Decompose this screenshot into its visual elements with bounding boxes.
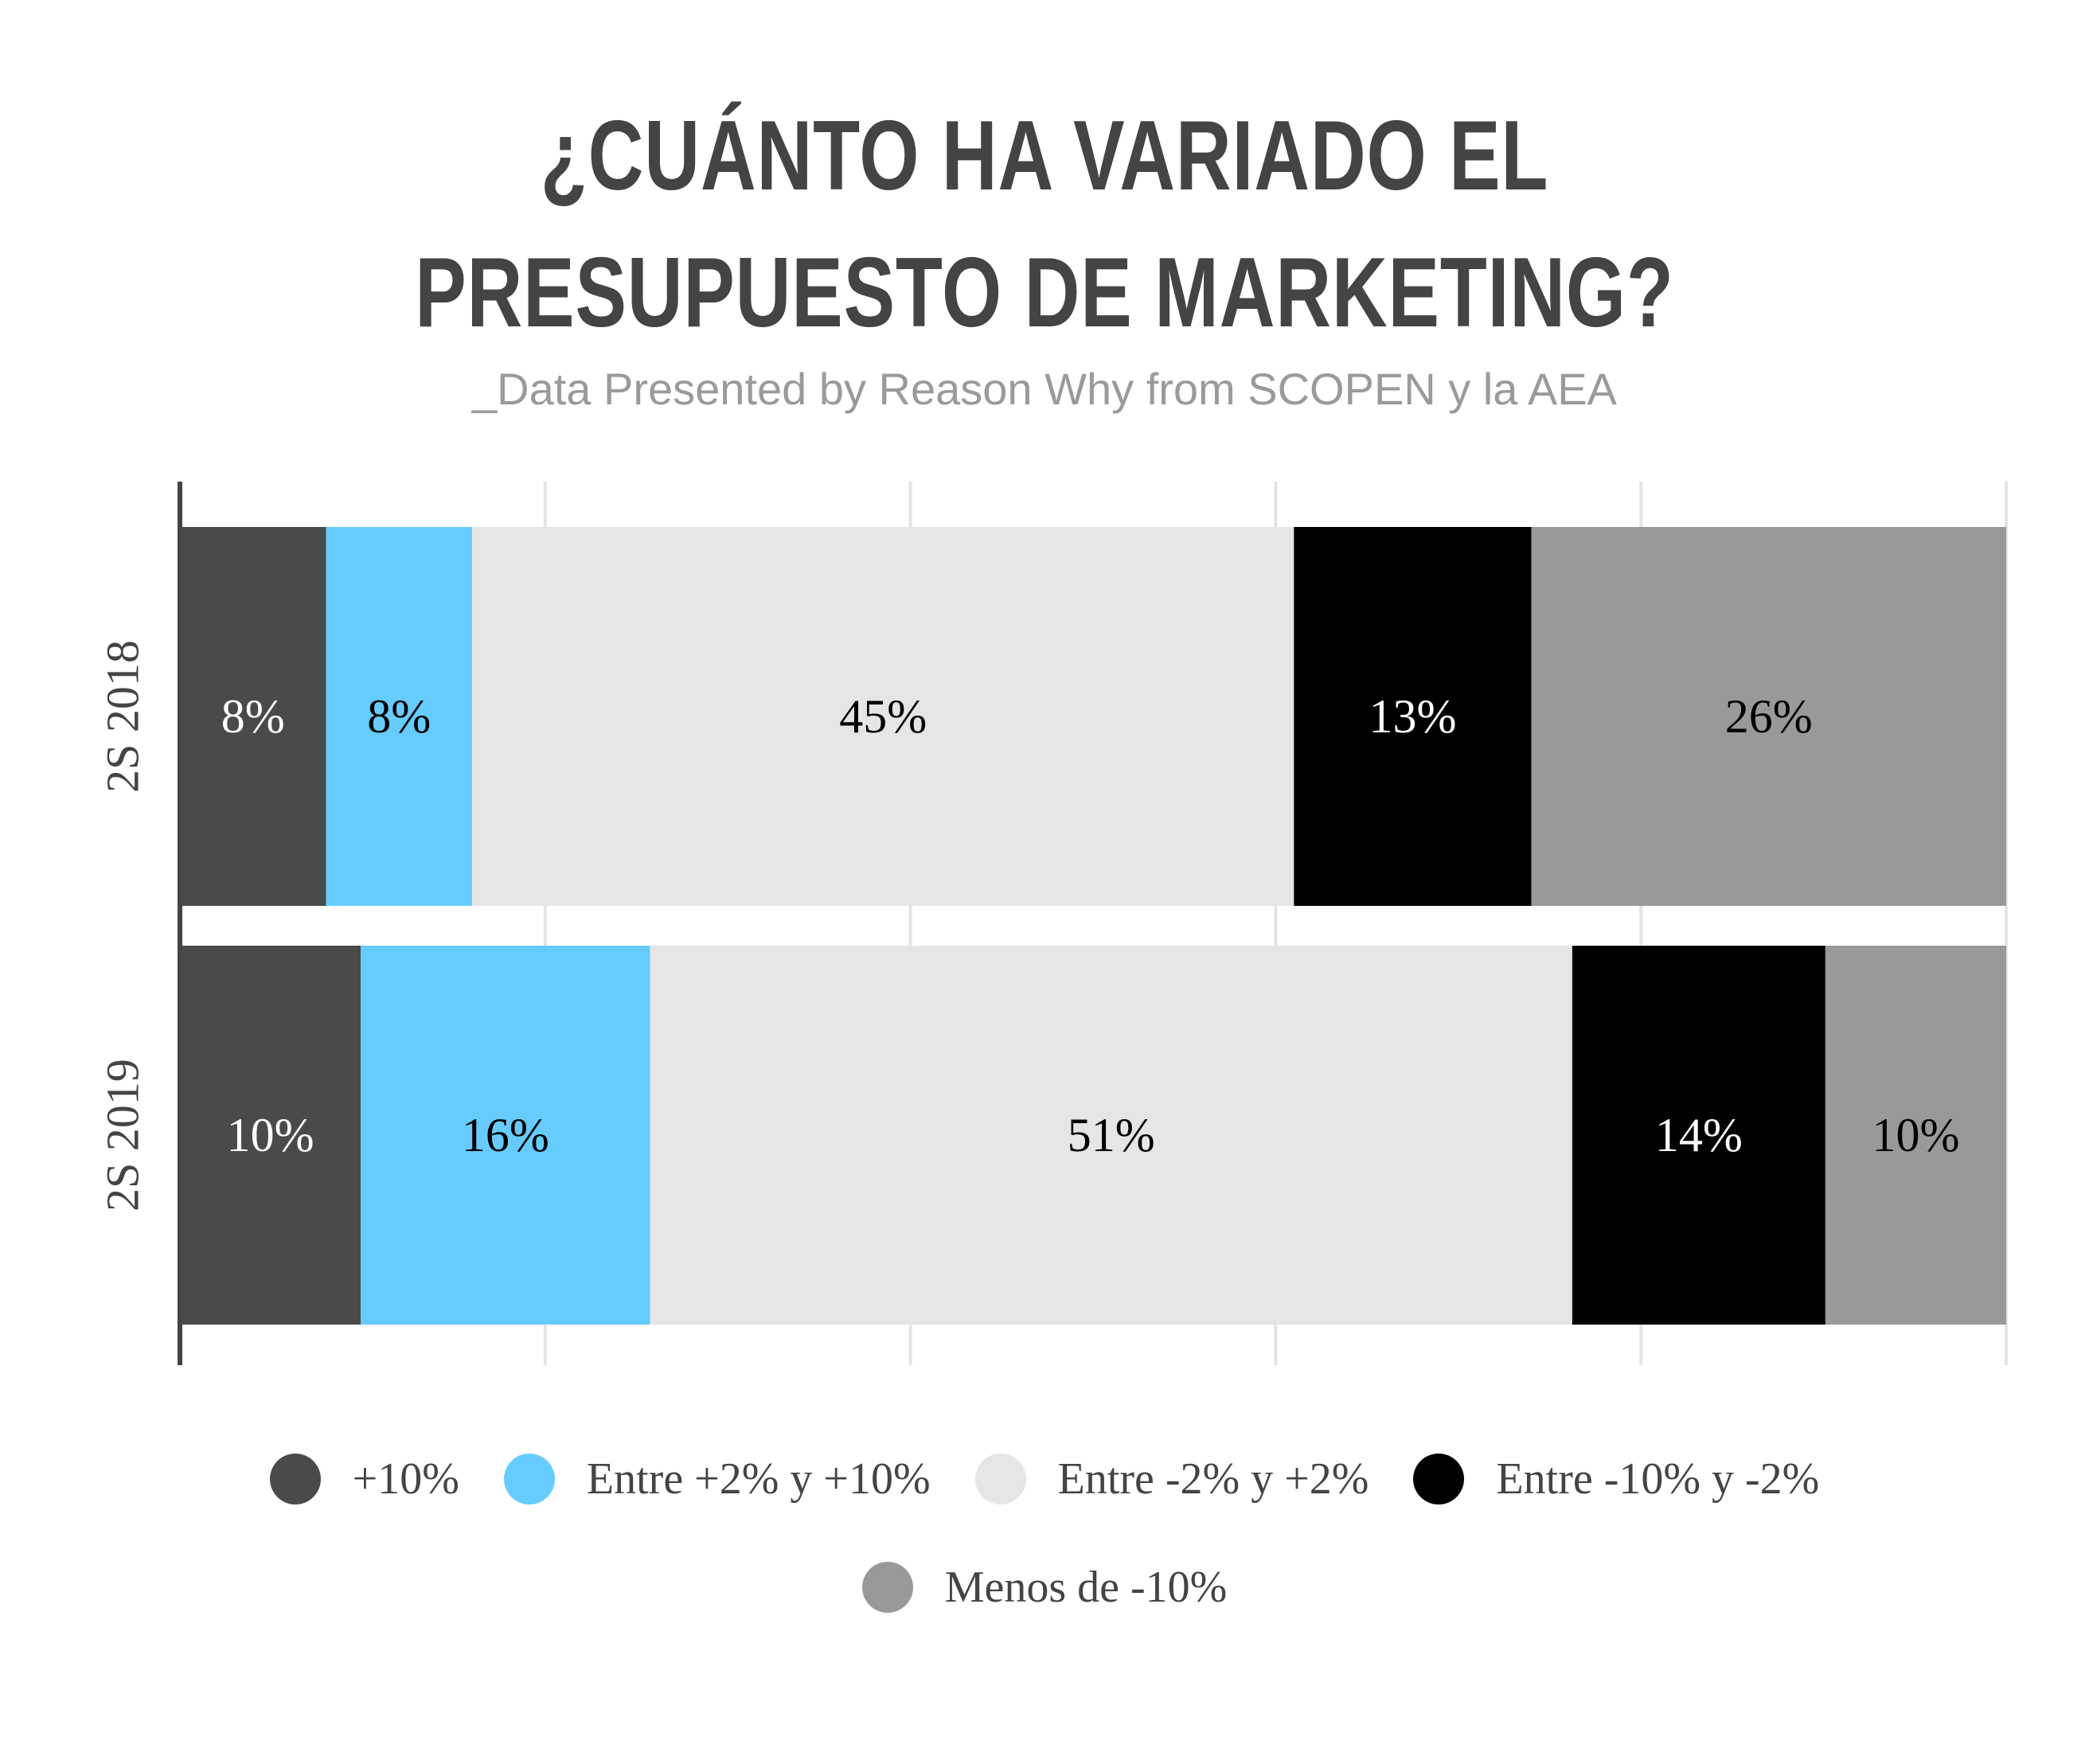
legend-item-plus-2-to-plus-10: Entre +2% y +10% <box>503 1454 931 1504</box>
chart-title-line-1: ¿CUÁNTO HA VARIADO EL <box>540 101 1549 211</box>
bar-segment <box>326 527 473 906</box>
bar-segment <box>1825 946 2006 1325</box>
chart-title-line-2: PRESUPUESTO DE MARKETING? <box>415 238 1674 348</box>
legend-label-plus-10: +10% <box>352 1454 459 1504</box>
legend-swatch-minus-2-to-plus-2 <box>974 1454 1026 1504</box>
legend-swatch-plus-2-to-plus-10 <box>503 1454 555 1504</box>
legend-label-less-than-minus-10: Menos de -10% <box>944 1563 1228 1612</box>
bar-segment <box>1572 946 1825 1325</box>
bar-segment <box>361 946 650 1325</box>
bar-segment <box>180 527 326 906</box>
data-label: 45% <box>839 690 927 743</box>
bar-segment <box>1531 527 2006 906</box>
data-label: 26% <box>1725 690 1813 743</box>
chart-subtitle: _Data Presented by Reason Why from SCOPE… <box>472 364 1617 414</box>
y-axis: 2S 2018 2S 2019 <box>96 482 182 1365</box>
legend-label-plus-2-to-plus-10: Entre +2% y +10% <box>586 1454 931 1504</box>
data-label: 13% <box>1369 690 1456 743</box>
legend-item-minus-2-to-plus-2: Entre -2% y +2% <box>974 1454 1369 1504</box>
legend-item-minus-10-to-minus-2: Entre -10% y -2% <box>1413 1454 1819 1504</box>
data-label: 8% <box>221 690 285 743</box>
data-label: 51% <box>1068 1109 1155 1161</box>
legend: +10% Entre +2% y +10% Entre -2% y +2% En… <box>0 1425 2089 1641</box>
data-label: 8% <box>367 690 431 743</box>
category-label: 2S 2018 <box>96 640 148 793</box>
data-labels: 8% 8% 45% 13% 26% 10% 16% 51% 14% 10% <box>221 690 1960 1161</box>
legend-label-minus-2-to-plus-2: Entre -2% y +2% <box>1057 1454 1369 1504</box>
legend-swatch-minus-10-to-minus-2 <box>1413 1454 1465 1504</box>
legend-row-1: +10% Entre +2% y +10% Entre -2% y +2% En… <box>0 1425 2089 1533</box>
data-label: 10% <box>227 1109 314 1161</box>
data-label: 14% <box>1655 1109 1743 1161</box>
bar-segment <box>472 527 1294 906</box>
bar-segment <box>180 946 361 1325</box>
legend-swatch-less-than-minus-10 <box>861 1562 913 1613</box>
legend-item-less-than-minus-10: Menos de -10% <box>861 1562 1228 1613</box>
legend-swatch-plus-10 <box>269 1454 321 1504</box>
bar-segment <box>650 946 1572 1325</box>
legend-item-plus-10: +10% <box>269 1454 459 1504</box>
bar-segment <box>1294 527 1532 906</box>
data-label: 16% <box>462 1109 549 1161</box>
chart-title: ¿CUÁNTO HA VARIADO EL PRESUPUESTO DE MAR… <box>230 88 1860 361</box>
legend-label-minus-10-to-minus-2: Entre -10% y -2% <box>1496 1454 1820 1504</box>
bars <box>180 527 2006 1325</box>
legend-row-2: Menos de -10% <box>0 1533 2089 1641</box>
category-label: 2S 2019 <box>96 1059 148 1212</box>
data-label: 10% <box>1872 1109 1959 1161</box>
